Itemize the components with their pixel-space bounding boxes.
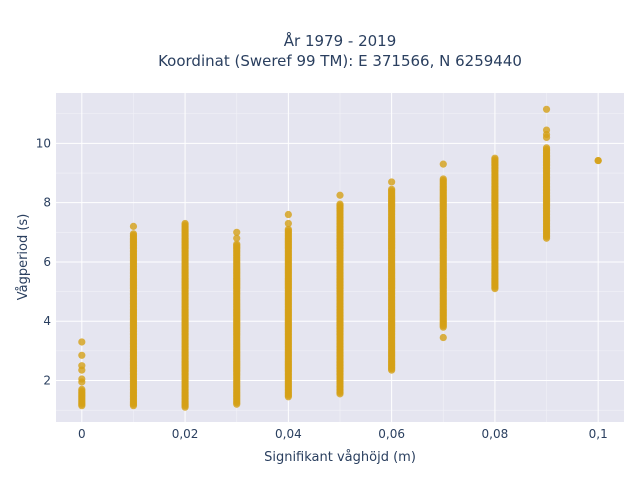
data-point bbox=[78, 385, 86, 393]
x-tick-label: 0,04 bbox=[275, 427, 302, 441]
chart-title-line1: År 1979 - 2019 bbox=[284, 31, 397, 50]
data-point bbox=[129, 230, 138, 238]
y-tick-label: 4 bbox=[43, 314, 51, 328]
data-point bbox=[78, 362, 86, 370]
data-point bbox=[439, 160, 447, 168]
x-tick-label: 0,08 bbox=[482, 427, 509, 441]
x-tick-label: 0,02 bbox=[172, 427, 199, 441]
data-point bbox=[542, 126, 551, 134]
y-axis-label: Vågperiod (s) bbox=[16, 214, 31, 301]
data-point bbox=[542, 144, 551, 152]
y-tick-label: 8 bbox=[43, 196, 51, 210]
data-point bbox=[284, 219, 292, 228]
data-point bbox=[78, 375, 86, 383]
data-point bbox=[439, 175, 447, 183]
data-point bbox=[78, 351, 86, 359]
chart-title-line2: Koordinat (Sweref 99 TM): E 371566, N 62… bbox=[158, 52, 522, 70]
data-point bbox=[233, 228, 241, 236]
data-point bbox=[78, 338, 86, 346]
data-point bbox=[233, 234, 241, 242]
data-point bbox=[284, 210, 292, 219]
data-point bbox=[594, 156, 602, 165]
data-point bbox=[129, 222, 138, 230]
scatter-points bbox=[78, 105, 602, 411]
data-point bbox=[336, 200, 344, 208]
data-point bbox=[491, 154, 499, 162]
data-point bbox=[388, 185, 396, 193]
x-tick-label: 0 bbox=[78, 427, 86, 441]
y-tick-label: 10 bbox=[36, 136, 51, 150]
data-point bbox=[233, 240, 241, 248]
x-tick-label: 0,06 bbox=[378, 427, 405, 441]
x-tick-label: 0,1 bbox=[589, 427, 608, 441]
data-point bbox=[284, 225, 292, 233]
y-axis-ticks: 2 4 6 8 10 bbox=[36, 136, 51, 387]
data-point bbox=[181, 219, 189, 228]
y-tick-label: 6 bbox=[43, 255, 51, 269]
data-point bbox=[336, 191, 344, 199]
x-axis-ticks: 0 0,02 0,04 0,06 0,08 0,1 bbox=[78, 427, 608, 441]
data-point bbox=[388, 178, 396, 186]
data-point bbox=[439, 333, 447, 342]
data-point bbox=[542, 105, 551, 113]
x-axis-label: Signifikant våghöjd (m) bbox=[264, 450, 416, 465]
y-tick-label: 2 bbox=[43, 374, 51, 388]
